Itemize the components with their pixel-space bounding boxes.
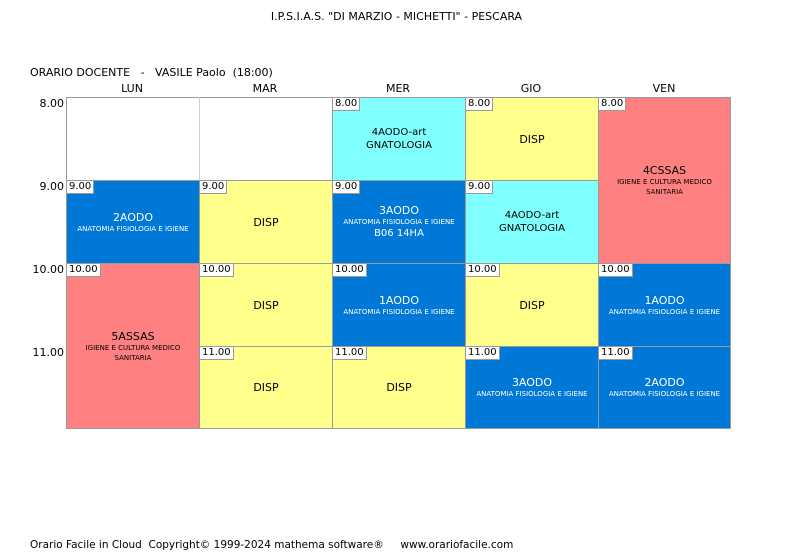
lesson-class: 3AODO — [378, 203, 420, 217]
lesson-cell[interactable]: 11.00 2AODO ANATOMIA FISIOLOGIA E IGIENE — [598, 346, 731, 429]
lesson-class: 5ASSAS — [111, 329, 155, 343]
lesson-class: 4AODO-art — [504, 210, 560, 221]
hour-label-11: 11.00 — [32, 346, 65, 359]
lesson-cell[interactable]: 8.00 4CSSAS IGIENE E CULTURA MEDICO SANI… — [598, 97, 731, 264]
lesson-time: 11.00 — [466, 347, 500, 360]
lesson-class: 3AODO — [511, 376, 553, 389]
lesson-class: DISP — [519, 298, 545, 312]
lesson-cell[interactable]: 10.00 1AODO ANATOMIA FISIOLOGIA E IGIENE — [332, 263, 466, 347]
hour-label-8: 8.00 — [39, 97, 65, 110]
lesson-time: 8.00 — [599, 98, 627, 111]
lesson-cell[interactable]: 9.00 2AODO ANATOMIA FISIOLOGIA E IGIENE — [66, 180, 200, 264]
lesson-class: DISP — [253, 298, 279, 312]
lesson-subject: ANATOMIA FISIOLOGIA E IGIENE — [343, 217, 455, 226]
lesson-time: 11.00 — [200, 347, 234, 360]
lesson-cell[interactable]: 11.00 DISP — [332, 346, 466, 429]
hour-label-10: 10.00 — [32, 263, 65, 276]
lesson-time: 9.00 — [466, 181, 494, 194]
school-title: I.P.S.I.A.S. "DI MARZIO - MICHETTI" - PE… — [270, 10, 523, 23]
lesson-cell[interactable]: 8.00 DISP — [465, 97, 599, 181]
lesson-subject: IGIENE E CULTURA MEDICO SANITARIA — [617, 178, 712, 196]
lesson-time: 8.00 — [333, 98, 361, 111]
footer-copyright: Orario Facile in Cloud Copyright© 1999-2… — [30, 539, 514, 551]
lesson-class: 2AODO — [112, 210, 154, 224]
lesson-class: DISP — [386, 381, 412, 394]
lesson-class: 1AODO — [378, 293, 420, 307]
lesson-cell[interactable]: 10.00 5ASSAS IGIENE E CULTURA MEDICO SAN… — [66, 263, 200, 429]
day-header-ven: VEN — [652, 82, 676, 95]
lesson-subject: GNATOLOGIA — [499, 223, 565, 234]
lesson-subject: GNATOLOGIA — [366, 140, 432, 151]
teacher-line: ORARIO DOCENTE - VASILE Paolo (18:00) — [30, 66, 273, 79]
lesson-cell[interactable]: 9.00 4AODO-art GNATOLOGIA — [465, 180, 599, 264]
lesson-cell[interactable]: 10.00 1AODO ANATOMIA FISIOLOGIA E IGIENE — [598, 263, 731, 347]
lesson-time: 10.00 — [333, 264, 367, 277]
lesson-subject: ANATOMIA FISIOLOGIA E IGIENE — [476, 390, 588, 398]
lesson-cell[interactable]: 11.00 DISP — [199, 346, 333, 429]
lesson-time: 9.00 — [333, 181, 361, 194]
lesson-time: 10.00 — [466, 264, 500, 277]
lesson-time: 9.00 — [67, 181, 95, 194]
lesson-class: 1AODO — [644, 293, 685, 307]
lesson-subject: ANATOMIA FISIOLOGIA E IGIENE — [608, 390, 721, 398]
lesson-cell[interactable]: 9.00 DISP — [199, 180, 333, 264]
lesson-subject: ANATOMIA FISIOLOGIA E IGIENE — [608, 307, 721, 316]
lesson-room: B06 14HA — [374, 227, 424, 239]
lesson-cell[interactable]: 10.00 DISP — [199, 263, 333, 347]
day-header-gio: GIO — [520, 82, 542, 95]
lesson-time: 8.00 — [466, 98, 494, 111]
lesson-cell[interactable]: 8.00 4AODO-art GNATOLOGIA — [332, 97, 466, 181]
lesson-time: 10.00 — [67, 264, 101, 277]
lesson-time: 9.00 — [200, 181, 228, 194]
day-header-mer: MER — [385, 82, 411, 95]
lesson-subject: ANATOMIA FISIOLOGIA E IGIENE — [77, 224, 189, 233]
day-header-lun: LUN — [121, 82, 143, 95]
lesson-class: 4CSSAS — [642, 164, 687, 177]
lesson-class: DISP — [519, 132, 545, 146]
lesson-cell[interactable]: 11.00 3AODO ANATOMIA FISIOLOGIA E IGIENE — [465, 346, 599, 429]
lesson-time: 11.00 — [333, 347, 367, 360]
lesson-class: 2AODO — [644, 376, 685, 389]
day-header-mar: MAR — [252, 82, 278, 95]
lesson-cell[interactable]: 10.00 DISP — [465, 263, 599, 347]
lesson-time: 11.00 — [599, 347, 633, 360]
hour-label-9: 9.00 — [39, 180, 65, 193]
lesson-subject: ANATOMIA FISIOLOGIA E IGIENE — [343, 307, 455, 316]
lesson-class: DISP — [253, 381, 279, 394]
lesson-class: 4AODO-art — [371, 127, 427, 138]
lesson-class: DISP — [253, 215, 279, 229]
lesson-time: 10.00 — [599, 264, 633, 277]
lesson-subject: IGIENE E CULTURA MEDICO SANITARIA — [85, 343, 181, 362]
lesson-cell[interactable]: 9.00 3AODO ANATOMIA FISIOLOGIA E IGIENE … — [332, 180, 466, 264]
lesson-time: 10.00 — [200, 264, 234, 277]
